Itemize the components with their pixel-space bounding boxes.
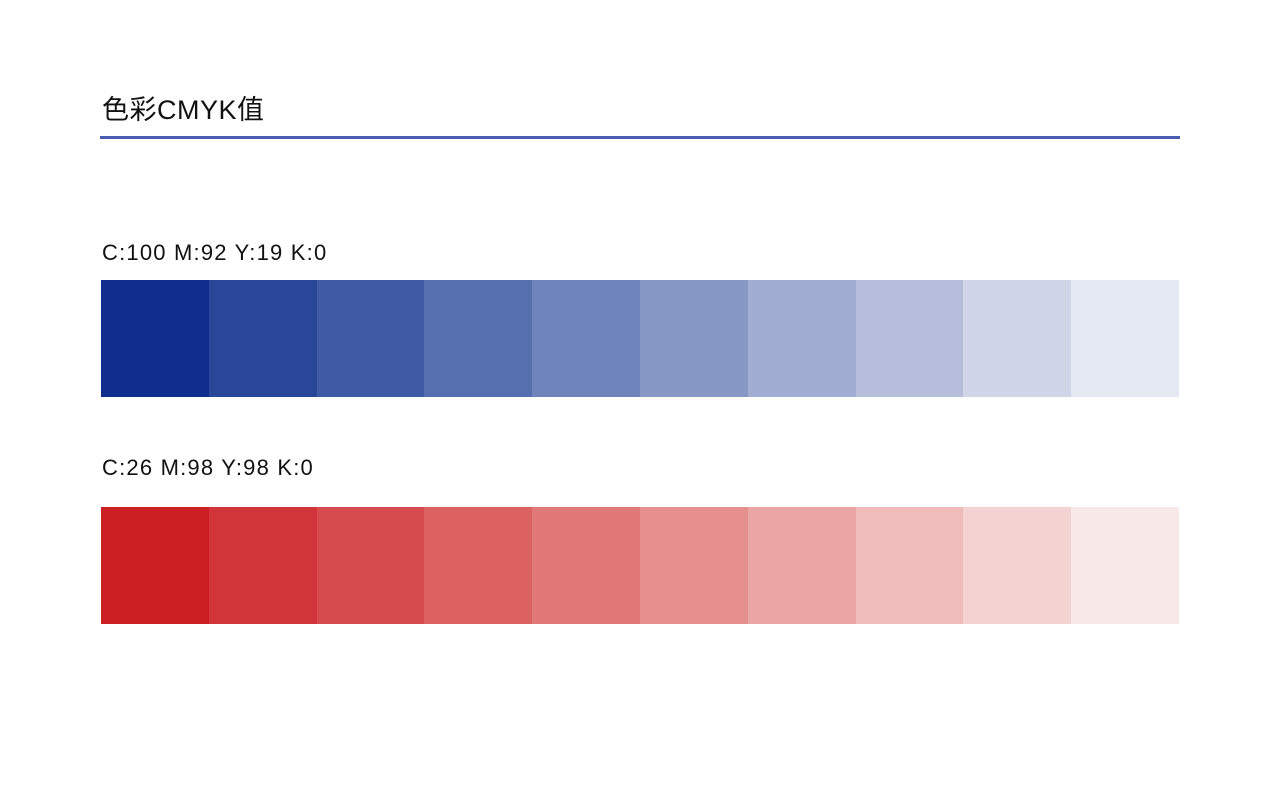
swatch-strip xyxy=(101,280,1179,397)
swatch xyxy=(855,280,964,397)
swatch xyxy=(532,280,640,397)
swatch xyxy=(101,280,209,397)
title-rule xyxy=(100,136,1180,139)
swatch xyxy=(208,280,317,397)
swatch xyxy=(208,507,317,624)
swatch xyxy=(316,507,425,624)
swatch xyxy=(424,507,533,624)
title: 色彩CMYK值 xyxy=(102,95,265,125)
swatch xyxy=(424,280,533,397)
swatch xyxy=(747,280,856,397)
swatch xyxy=(1071,280,1179,397)
swatch xyxy=(747,507,856,624)
swatch xyxy=(316,280,425,397)
swatch xyxy=(639,280,748,397)
swatch xyxy=(532,507,640,624)
swatch-strip xyxy=(101,507,1179,624)
swatch xyxy=(1071,507,1179,624)
swatch xyxy=(101,507,209,624)
palette-label: C:26 M:98 Y:98 K:0 xyxy=(102,455,314,480)
swatch xyxy=(639,507,748,624)
palette-label: C:100 M:92 Y:19 K:0 xyxy=(102,240,328,265)
swatch xyxy=(963,280,1072,397)
swatch xyxy=(963,507,1072,624)
swatch xyxy=(855,507,964,624)
